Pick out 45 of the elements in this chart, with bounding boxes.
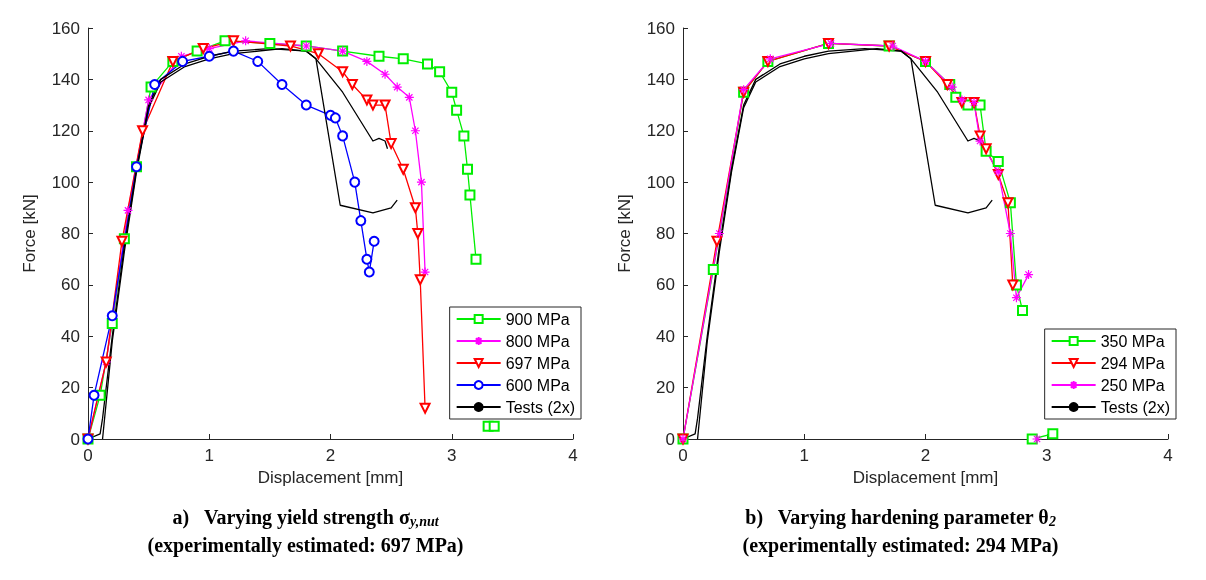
y-tick-label: 20 — [61, 378, 80, 398]
x-tick-label: 0 — [678, 446, 688, 465]
y-tick-label: 0 — [70, 429, 80, 449]
y-axis-title: Force [kN] — [20, 194, 39, 273]
text: (experimentally estimated: 697 MPa) — [147, 534, 464, 557]
x-tick-label: 1 — [799, 446, 809, 465]
y-tick-label: 120 — [646, 121, 675, 141]
legend-label: 294 MPa — [1100, 354, 1165, 372]
x-tick-label: 4 — [568, 446, 578, 465]
x-tick-label: 2 — [920, 446, 931, 465]
legend-label: 250 MPa — [1100, 376, 1165, 394]
legend-label: 600 MPa — [505, 376, 570, 394]
text: b) Varying hardening parameter θ2 — [745, 506, 1057, 529]
x-tick-label: 3 — [1042, 446, 1052, 465]
x-axis-title: Displacement [mm] — [852, 467, 999, 487]
y-tick-label: 100 — [646, 172, 675, 192]
y-tick-label: 160 — [51, 18, 80, 38]
y-tick-label: 80 — [656, 224, 675, 243]
y-tick-label: 0 — [665, 429, 675, 449]
x-axis-title: Displacement [mm] — [257, 467, 404, 487]
x-tick-label: 3 — [447, 446, 457, 465]
y-axis-title: Force [kN] — [615, 194, 634, 273]
legend-label: 800 MPa — [505, 332, 570, 350]
y-tick-label: 100 — [51, 172, 80, 192]
y-tick-label: 160 — [646, 18, 675, 38]
y-tick-label: 80 — [61, 224, 80, 243]
legend-label: Tests (2x) — [1100, 398, 1170, 416]
legend-label: 900 MPa — [505, 310, 570, 328]
y-tick-label: 40 — [61, 326, 80, 346]
y-tick-label: 120 — [51, 121, 80, 141]
x-tick-label: 1 — [204, 446, 214, 465]
text: (experimentally estimated: 294 MPa) — [742, 534, 1059, 557]
text: a) Varying yield strength σy,nut — [172, 506, 440, 529]
y-tick-label: 140 — [646, 69, 675, 89]
y-tick-label: 40 — [656, 326, 675, 346]
legend-label: Tests (2x) — [505, 398, 575, 416]
y-tick-label: 60 — [61, 275, 80, 295]
x-tick-label: 4 — [1163, 446, 1173, 465]
y-tick-label: 20 — [656, 378, 675, 398]
legend-label: 697 MPa — [505, 354, 570, 372]
x-tick-label: 0 — [83, 446, 93, 465]
x-tick-label: 2 — [325, 446, 336, 465]
legend-label: 350 MPa — [1100, 332, 1165, 350]
y-tick-label: 60 — [656, 275, 675, 295]
y-tick-label: 140 — [51, 69, 80, 89]
